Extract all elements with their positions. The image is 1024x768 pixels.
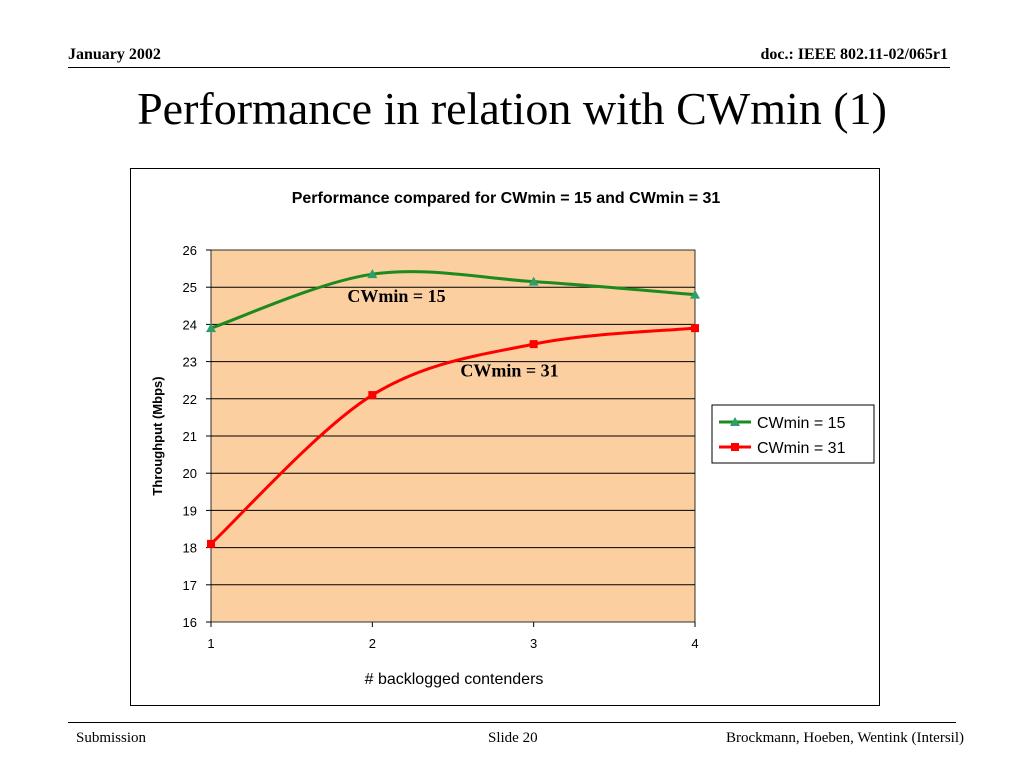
y-tick-label: 26 bbox=[183, 243, 197, 258]
series-line-cwmin-15 bbox=[210, 270, 696, 330]
legend-entry: CWmin = 31 bbox=[757, 440, 846, 457]
legend-entry: CWmin = 15 bbox=[757, 415, 846, 432]
chart-svg: Performance compared for CWmin = 15 and … bbox=[150, 190, 875, 688]
legend-swatch-marker bbox=[731, 443, 739, 451]
header-doc-id: doc.: IEEE 802.11-02/065r1 bbox=[760, 46, 948, 63]
header-rule bbox=[68, 67, 950, 68]
series-line-cwmin-31 bbox=[209, 326, 696, 545]
chart-annotation: CWmin = 31 bbox=[460, 360, 558, 380]
chart-annotation: CWmin = 15 bbox=[347, 286, 445, 306]
y-tick-label: 22 bbox=[183, 392, 197, 407]
chart-area: Performance compared for CWmin = 15 and … bbox=[130, 168, 880, 706]
data-point-cwmin-15 bbox=[690, 289, 700, 299]
data-point-cwmin-31 bbox=[368, 391, 377, 400]
footer-rule bbox=[68, 722, 956, 723]
x-axis-label: # backlogged contenders bbox=[365, 671, 544, 688]
data-point-cwmin-31 bbox=[529, 340, 538, 349]
footer-authors: Brockmann, Hoeben, Wentink (Intersil) bbox=[725, 730, 964, 746]
y-tick-label: 17 bbox=[183, 578, 197, 593]
y-tick-label: 23 bbox=[183, 355, 197, 370]
x-tick-label: 4 bbox=[691, 636, 698, 651]
header-date: January 2002 bbox=[68, 46, 161, 63]
x-tick-label: 1 bbox=[207, 636, 214, 651]
y-tick-label: 25 bbox=[183, 280, 197, 295]
slide-title: Performance in relation with CWmin (1) bbox=[137, 83, 887, 134]
footer-submission: Submission bbox=[76, 730, 147, 746]
y-tick-label: 24 bbox=[183, 317, 197, 332]
data-point-cwmin-31 bbox=[691, 324, 699, 333]
y-tick-label: 18 bbox=[183, 541, 197, 556]
y-tick-label: 19 bbox=[183, 503, 197, 518]
data-point-cwmin-31 bbox=[207, 539, 215, 548]
x-tick-label: 2 bbox=[369, 636, 376, 651]
legend-box bbox=[711, 404, 875, 464]
data-point-cwmin-15 bbox=[206, 323, 216, 333]
y-tick-label: 16 bbox=[183, 615, 197, 630]
data-point-cwmin-15 bbox=[367, 269, 378, 279]
y-tick-label: 20 bbox=[183, 466, 197, 481]
data-point-cwmin-15 bbox=[528, 276, 539, 286]
x-tick-label: 3 bbox=[530, 636, 537, 651]
footer-slide-number: Slide 20 bbox=[488, 730, 538, 746]
y-tick-label: 21 bbox=[183, 429, 197, 444]
legend-swatch-marker bbox=[730, 417, 740, 426]
chart-title: Performance compared for CWmin = 15 and … bbox=[292, 190, 721, 207]
y-axis-label: Throughput (Mbps) bbox=[150, 376, 165, 495]
